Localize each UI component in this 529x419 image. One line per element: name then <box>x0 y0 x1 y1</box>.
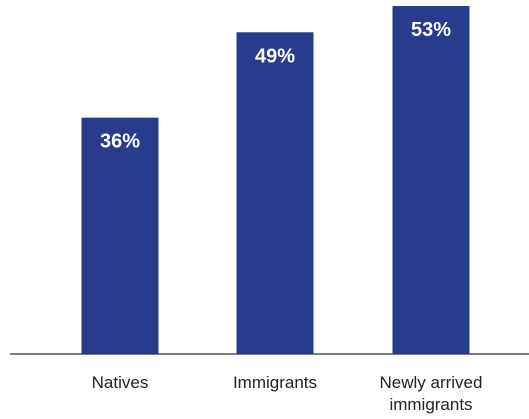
bar-value-label-immigrants: 49% <box>255 45 295 67</box>
bar-immigrants <box>236 32 314 354</box>
x-tick-label-newly-arrived-immigrants: Newly arrived immigrants <box>380 373 483 414</box>
bar-newly-arrived-immigrants <box>392 6 470 354</box>
x-tick-label-natives: Natives <box>92 373 149 392</box>
bar-natives <box>81 117 159 354</box>
x-tick-label-line: immigrants <box>389 395 472 414</box>
x-tick-label-line: Natives <box>92 373 149 392</box>
bar-value-label-natives: 36% <box>100 131 140 153</box>
bar-value-label-newly-arrived-immigrants: 53% <box>411 19 451 41</box>
x-tick-label-immigrants: Immigrants <box>233 373 317 392</box>
x-tick-label-line: Immigrants <box>233 373 317 392</box>
bars-group: 36% 49% 53% <box>81 6 470 354</box>
x-tick-label-line: Newly arrived <box>380 373 483 392</box>
x-tick-labels: Natives Immigrants Newly arrived immigrants <box>92 373 483 414</box>
